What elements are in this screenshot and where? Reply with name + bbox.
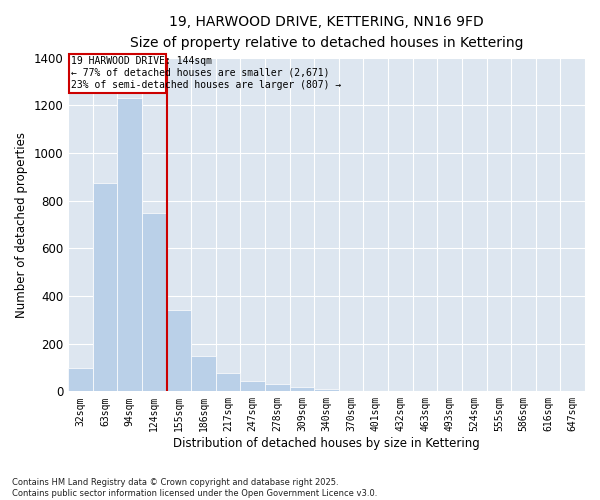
Bar xyxy=(216,374,241,392)
Bar xyxy=(118,98,142,392)
Bar xyxy=(265,384,290,392)
Bar xyxy=(290,386,314,392)
Text: 23% of semi-detached houses are larger (807) →: 23% of semi-detached houses are larger (… xyxy=(71,80,341,90)
Text: ← 77% of detached houses are smaller (2,671): ← 77% of detached houses are smaller (2,… xyxy=(71,68,329,78)
Bar xyxy=(314,390,339,392)
Title: 19, HARWOOD DRIVE, KETTERING, NN16 9FD
Size of property relative to detached hou: 19, HARWOOD DRIVE, KETTERING, NN16 9FD S… xyxy=(130,15,523,50)
Bar xyxy=(142,212,167,392)
Bar xyxy=(191,356,216,392)
Text: 19 HARWOOD DRIVE: 144sqm: 19 HARWOOD DRIVE: 144sqm xyxy=(71,56,212,66)
Text: Contains HM Land Registry data © Crown copyright and database right 2025.
Contai: Contains HM Land Registry data © Crown c… xyxy=(12,478,377,498)
Y-axis label: Number of detached properties: Number of detached properties xyxy=(15,132,28,318)
Bar xyxy=(241,380,265,392)
X-axis label: Distribution of detached houses by size in Kettering: Distribution of detached houses by size … xyxy=(173,437,480,450)
Bar xyxy=(68,368,93,392)
Bar xyxy=(167,310,191,392)
Bar xyxy=(93,183,118,392)
Bar xyxy=(68,54,166,94)
